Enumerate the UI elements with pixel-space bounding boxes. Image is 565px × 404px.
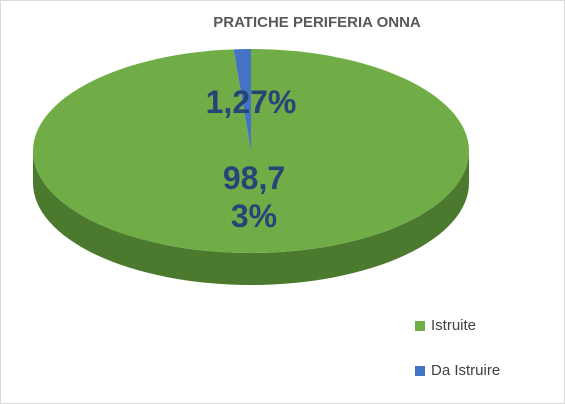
- pie-slice: [233, 49, 251, 151]
- legend-marker: [415, 366, 425, 376]
- pie-side: [33, 151, 469, 285]
- legend-label: Da Istruire: [431, 362, 500, 379]
- legend-label: Istruite: [431, 317, 476, 334]
- chart-title: PRATICHE PERIFERIA ONNA: [213, 14, 421, 31]
- pie-slice: [33, 49, 470, 253]
- data-label: 1,27%: [205, 84, 297, 120]
- data-label: 98,73%: [222, 160, 286, 234]
- legend-marker: [415, 321, 425, 331]
